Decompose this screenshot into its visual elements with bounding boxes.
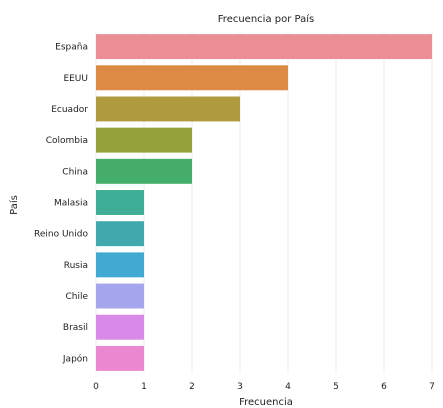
bar xyxy=(96,158,192,184)
bar xyxy=(96,34,432,60)
bar xyxy=(96,65,288,91)
x-tick-label: 0 xyxy=(93,382,99,392)
y-tick-label: Malasia xyxy=(54,199,88,209)
x-axis-label: Frecuencia xyxy=(239,397,293,408)
bar xyxy=(96,345,144,371)
y-tick-label: Chile xyxy=(65,292,88,302)
y-tick-label: Ecuador xyxy=(51,105,88,115)
bar xyxy=(96,252,144,278)
bar xyxy=(96,283,144,309)
y-tick-label: Reino Unido xyxy=(34,230,88,240)
y-tick-label: Colombia xyxy=(46,136,88,146)
y-tick-label: China xyxy=(62,167,88,177)
x-tick-label: 6 xyxy=(381,382,387,392)
x-tick-label: 1 xyxy=(141,382,147,392)
bar xyxy=(96,221,144,247)
y-tick-label: EEUU xyxy=(63,74,88,84)
y-tick-label: Brasil xyxy=(63,323,88,333)
x-tick-label: 2 xyxy=(189,382,195,392)
x-tick-label: 4 xyxy=(285,382,291,392)
bar xyxy=(96,190,144,215)
x-tick-labels: 0 1 2 3 4 5 6 7 xyxy=(93,382,435,392)
y-tick-label: España xyxy=(55,43,88,53)
bar xyxy=(96,96,240,122)
chart-title: Frecuencia por País xyxy=(218,13,314,25)
y-axis-label: País xyxy=(8,195,20,215)
x-tick-label: 3 xyxy=(237,382,243,392)
x-tick-label: 5 xyxy=(333,382,339,392)
y-tick-labels: España EEUU Ecuador Colombia China Malasia Rei… xyxy=(34,43,88,365)
x-tick-label: 7 xyxy=(429,382,435,392)
bar xyxy=(96,127,192,153)
bar xyxy=(96,314,144,340)
y-tick-label: Rusia xyxy=(64,261,88,271)
y-tick-label: Japón xyxy=(62,353,88,364)
bars xyxy=(96,34,432,371)
